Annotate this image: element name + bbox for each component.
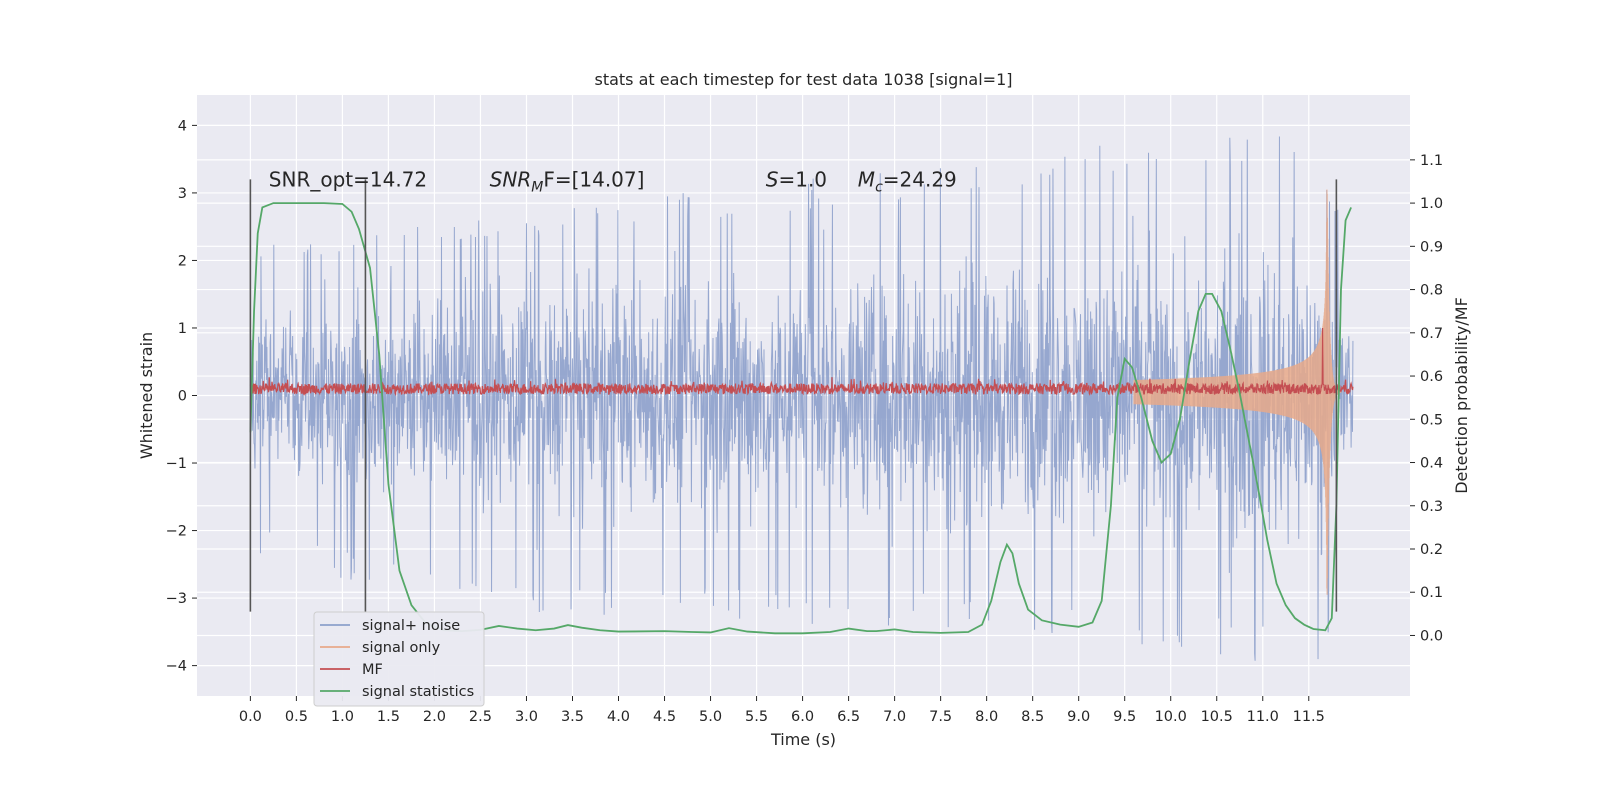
y-tick-label: 1 <box>178 321 187 337</box>
x-tick-label: 3.5 <box>561 709 584 725</box>
y-right-tick-label: 0.7 <box>1420 326 1443 342</box>
y-right-tick-label: 1.1 <box>1420 153 1443 169</box>
y-right-tick-label: 0.8 <box>1420 283 1443 299</box>
x-tick-label: 8.0 <box>975 709 998 725</box>
y-tick-label: −2 <box>166 524 187 540</box>
legend-label: MF <box>362 662 383 678</box>
y-tick-label: −3 <box>166 591 187 607</box>
vertical-markers <box>249 179 1338 612</box>
x-tick-label: 0.5 <box>285 709 308 725</box>
legend: signal+ noise signal only MF signal statist… <box>313 611 485 707</box>
x-tick-label: 1.5 <box>377 709 400 725</box>
y-right-tick-label: 0.0 <box>1420 628 1443 644</box>
legend-label: signal only <box>362 640 441 656</box>
y-tick-label: −4 <box>166 659 187 675</box>
x-tick-label: 10.0 <box>1155 709 1187 725</box>
annotations: SNR_opt=14.72 SNRMF=[14.07] S=1.0 Mc=24.29 <box>269 167 957 195</box>
x-axis-label: Time (s) <box>770 730 836 749</box>
x-tick-label: 4.5 <box>653 709 676 725</box>
y-right-tick-label: 0.4 <box>1420 456 1443 472</box>
annotation: SNRMF=[14.07] <box>490 167 645 195</box>
x-tick-label: 7.0 <box>883 709 906 725</box>
series-signal-statistics <box>249 202 1352 635</box>
annotation: Mc=24.29 <box>858 167 957 195</box>
x-tick-label: 7.5 <box>929 709 952 725</box>
axes: 0.0 0.5 1.0 1.5 2.0 2.5 3.0 3.5 4.0 4.5 5.0 5.5 6.0 6… <box>166 118 1443 725</box>
y-right-tick-label: 0.1 <box>1420 585 1443 601</box>
x-tick-label: 10.5 <box>1201 709 1233 725</box>
y-right-tick-label: 0.6 <box>1420 369 1443 385</box>
legend-box <box>313 611 485 707</box>
x-tick-label: 2.0 <box>423 709 446 725</box>
legend-label: signal+ noise <box>362 618 460 634</box>
y-right-tick-label: 0.2 <box>1420 542 1443 558</box>
y-axis-label-left: Whitened strain <box>137 332 156 459</box>
y-tick-label: 4 <box>178 118 187 134</box>
y-tick-label: 2 <box>178 253 187 269</box>
x-tick-label: 8.5 <box>1021 709 1044 725</box>
y-tick-label: 0 <box>178 389 187 405</box>
annotation: S=1.0 <box>766 167 827 191</box>
x-tick-label: 3.0 <box>515 709 538 725</box>
x-tick-label: 2.5 <box>469 709 492 725</box>
y-right-tick-label: 0.5 <box>1420 412 1443 428</box>
x-tick-label: 9.5 <box>1113 709 1136 725</box>
x-tick-label: 6.5 <box>837 709 860 725</box>
x-tick-label: 4.0 <box>607 709 630 725</box>
y-right-tick-label: 1.0 <box>1420 196 1443 212</box>
y-right-tick-label: 0.9 <box>1420 239 1443 255</box>
x-tick-label: 6.0 <box>791 709 814 725</box>
legend-label: signal statistics <box>362 684 474 700</box>
y-tick-label: 3 <box>178 186 187 202</box>
x-tick-label: 1.0 <box>331 709 354 725</box>
y-axis-label-right: Detection probability/MF <box>1452 297 1471 494</box>
series-mf <box>249 327 1354 397</box>
x-tick-label: 9.0 <box>1067 709 1090 725</box>
x-tick-label: 5.5 <box>745 709 768 725</box>
x-tick-label: 0.0 <box>239 709 262 725</box>
chart-title: stats at each timestep for test data 103… <box>594 70 1012 89</box>
x-tick-label: 5.0 <box>699 709 722 725</box>
x-tick-label: 11.5 <box>1293 709 1325 725</box>
y-tick-label: −1 <box>166 456 187 472</box>
series-layer <box>249 136 1354 661</box>
x-tick-label: 11.0 <box>1247 709 1279 725</box>
y-right-tick-label: 0.3 <box>1420 499 1443 515</box>
annotation: SNR_opt=14.72 <box>269 167 427 191</box>
